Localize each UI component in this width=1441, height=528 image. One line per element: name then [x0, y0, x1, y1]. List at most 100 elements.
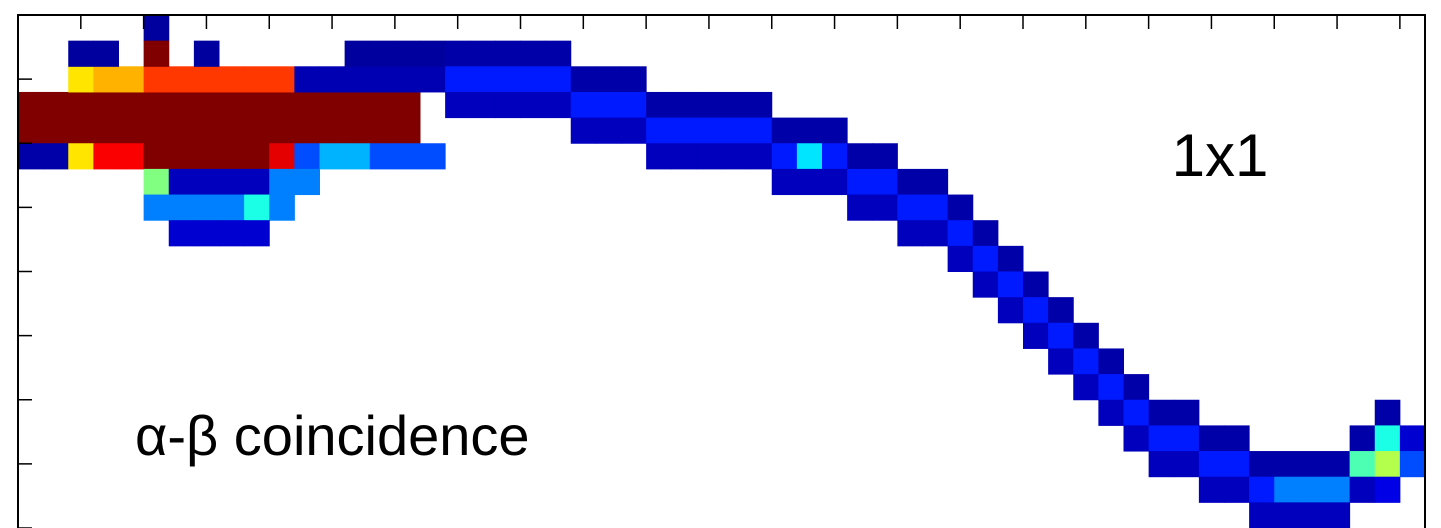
heatmap-cell: [143, 117, 170, 144]
heatmap-cell: [796, 143, 823, 170]
heatmap-cell: [143, 40, 170, 67]
heatmap-cell: [1098, 399, 1124, 426]
heatmap-cell: [68, 40, 94, 67]
heatmap-cell: [445, 40, 471, 67]
heatmap-cell: [671, 91, 697, 119]
heatmap-cell: [143, 143, 170, 170]
heatmap-cell: [369, 40, 396, 67]
heatmap-cell: [872, 194, 898, 221]
heatmap-cell: [369, 66, 396, 93]
heatmap-cell: [621, 91, 647, 119]
heatmap-cell: [621, 117, 647, 144]
heatmap-cell: [344, 117, 371, 144]
heatmap-cell: [646, 91, 672, 119]
heatmap-cell: [872, 168, 898, 196]
heatmap-cell: [1148, 399, 1175, 426]
heatmap-cell: [1349, 451, 1376, 478]
heatmap-cell: [168, 194, 195, 221]
heatmap-cell: [344, 66, 371, 93]
heatmap-cell: [1324, 476, 1351, 503]
heatmap-cell: [922, 220, 949, 247]
heatmap-cell: [244, 194, 270, 221]
heatmap-cell: [244, 220, 270, 247]
heatmap-cell: [445, 91, 471, 119]
heatmap-cell: [1299, 502, 1325, 528]
heatmap: [18, 15, 1426, 528]
heatmap-cell: [118, 117, 145, 144]
heatmap-cell: [394, 91, 421, 119]
heatmap-cell: [897, 168, 923, 196]
heatmap-cell: [1249, 502, 1275, 528]
heatmap-cell: [1173, 425, 1200, 452]
heatmap-cell: [646, 143, 672, 170]
heatmap-cell: [193, 91, 220, 119]
heatmap-cell: [822, 117, 848, 144]
heatmap-cell: [595, 91, 622, 119]
heatmap-cell: [93, 91, 119, 119]
heatmap-cell: [1098, 348, 1124, 375]
heatmap-cell: [143, 66, 170, 93]
heatmap-cell: [193, 66, 220, 93]
heatmap-cell: [897, 194, 923, 221]
heatmap-cell: [922, 194, 949, 221]
heatmap-cell: [319, 143, 346, 170]
heatmap-cell: [43, 91, 69, 119]
heatmap-cell: [1023, 322, 1049, 349]
heatmap-cell: [168, 66, 195, 93]
heatmap-cell: [193, 117, 220, 144]
heatmap-cell: [18, 143, 44, 170]
heatmap-cell: [495, 91, 521, 119]
heatmap-cell: [771, 117, 798, 144]
heatmap-cell: [671, 117, 697, 144]
heatmap-cell: [1349, 476, 1376, 503]
heatmap-cell: [294, 117, 320, 144]
heatmap-cell: [344, 91, 371, 119]
heatmap-cell: [269, 143, 295, 170]
heatmap-cell: [193, 143, 220, 170]
heatmap-cell: [822, 143, 848, 170]
heatmap-cell: [93, 143, 119, 170]
heatmap-cell: [394, 143, 421, 170]
heatmap-cell: [1274, 502, 1300, 528]
heatmap-cell: [244, 168, 270, 196]
heatmap-cell: [1299, 476, 1325, 503]
heatmap-cell: [721, 91, 748, 119]
heatmap-cell: [68, 117, 94, 144]
heatmap-cell: [1123, 425, 1150, 452]
heatmap-cell: [369, 143, 396, 170]
heatmap-cell: [972, 220, 999, 247]
heatmap-cell: [621, 66, 647, 93]
heatmap-cell: [93, 117, 119, 144]
heatmap-cell: [143, 15, 170, 42]
heatmap-cell: [420, 143, 446, 170]
heatmap-cell: [696, 91, 722, 119]
heatmap-cell: [445, 66, 471, 93]
heatmap-cell: [1173, 399, 1200, 426]
heatmap-cell: [219, 220, 245, 247]
heatmap-cell: [93, 40, 119, 67]
heatmap-cell: [520, 66, 547, 93]
heatmap-cell: [1048, 297, 1074, 324]
heatmap-cell: [68, 143, 94, 170]
heatmap-cell: [319, 117, 346, 144]
heatmap-cell: [193, 40, 220, 67]
heatmap-cell: [646, 117, 672, 144]
heatmap-cell: [168, 117, 195, 144]
heatmap-cell: [219, 66, 245, 93]
heatmap-cell: [168, 220, 195, 247]
heatmap-cell: [143, 168, 170, 196]
heatmap-cell: [193, 194, 220, 221]
heatmap-cell: [118, 91, 145, 119]
heatmap-cell: [1098, 374, 1124, 401]
plot-frame: [17, 14, 1426, 528]
heatmap-cell: [520, 91, 547, 119]
heatmap-cell: [997, 271, 1024, 298]
heatmap-cell: [1249, 451, 1275, 478]
heatmap-cell: [847, 143, 873, 170]
annotation: 1x1: [1172, 122, 1269, 189]
heatmap-cell: [244, 91, 270, 119]
heatmap-cell: [997, 245, 1024, 272]
heatmap-cell: [244, 66, 270, 93]
heatmap-cell: [319, 91, 346, 119]
